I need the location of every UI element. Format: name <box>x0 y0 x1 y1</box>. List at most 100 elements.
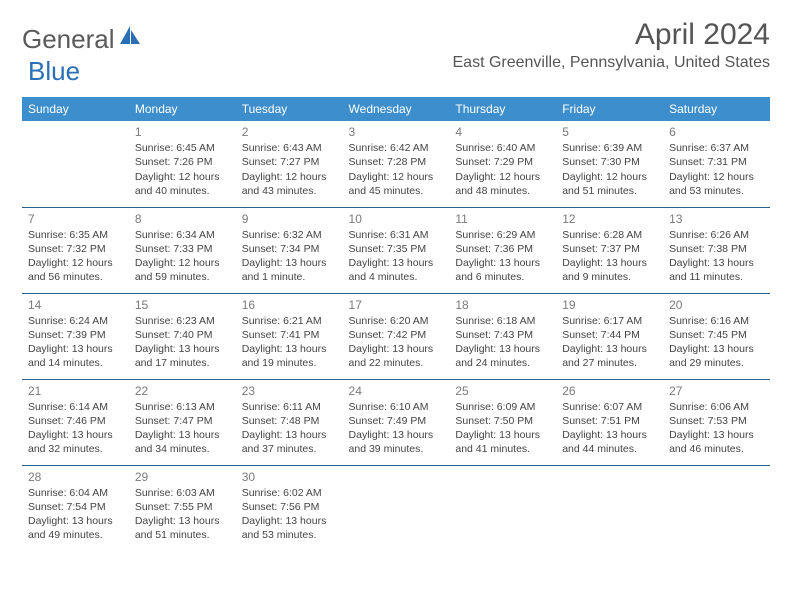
day-number: 9 <box>242 211 337 227</box>
calendar-day-cell: 27Sunrise: 6:06 AMSunset: 7:53 PMDayligh… <box>663 379 770 465</box>
daylight-line: Daylight: 13 hours and 37 minutes. <box>242 428 337 456</box>
day-number: 2 <box>242 124 337 140</box>
sunrise-line: Sunrise: 6:17 AM <box>562 314 657 328</box>
day-number: 8 <box>135 211 230 227</box>
sunrise-line: Sunrise: 6:39 AM <box>562 141 657 155</box>
calendar-day-cell: 22Sunrise: 6:13 AMSunset: 7:47 PMDayligh… <box>129 379 236 465</box>
day-number: 11 <box>455 211 550 227</box>
logo-sail-icon <box>118 24 142 51</box>
day-number: 5 <box>562 124 657 140</box>
calendar-day-cell: 26Sunrise: 6:07 AMSunset: 7:51 PMDayligh… <box>556 379 663 465</box>
day-header: Tuesday <box>236 97 343 121</box>
sunrise-line: Sunrise: 6:14 AM <box>28 400 123 414</box>
sunset-line: Sunset: 7:44 PM <box>562 328 657 342</box>
day-number: 6 <box>669 124 764 140</box>
sunset-line: Sunset: 7:31 PM <box>669 155 764 169</box>
day-number: 7 <box>28 211 123 227</box>
daylight-line: Daylight: 12 hours and 40 minutes. <box>135 170 230 198</box>
calendar-day-cell: 19Sunrise: 6:17 AMSunset: 7:44 PMDayligh… <box>556 293 663 379</box>
calendar-day-cell: 13Sunrise: 6:26 AMSunset: 7:38 PMDayligh… <box>663 207 770 293</box>
calendar-week-row: 1Sunrise: 6:45 AMSunset: 7:26 PMDaylight… <box>22 121 770 207</box>
sunrise-line: Sunrise: 6:03 AM <box>135 486 230 500</box>
sunset-line: Sunset: 7:47 PM <box>135 414 230 428</box>
day-number: 3 <box>349 124 444 140</box>
sunrise-line: Sunrise: 6:35 AM <box>28 228 123 242</box>
daylight-line: Daylight: 13 hours and 53 minutes. <box>242 514 337 542</box>
sunset-line: Sunset: 7:51 PM <box>562 414 657 428</box>
calendar-day-cell: 15Sunrise: 6:23 AMSunset: 7:40 PMDayligh… <box>129 293 236 379</box>
day-header: Friday <box>556 97 663 121</box>
logo-text-general: General <box>22 24 115 55</box>
day-number: 25 <box>455 383 550 399</box>
sunrise-line: Sunrise: 6:04 AM <box>28 486 123 500</box>
sunrise-line: Sunrise: 6:07 AM <box>562 400 657 414</box>
day-number: 30 <box>242 469 337 485</box>
daylight-line: Daylight: 13 hours and 17 minutes. <box>135 342 230 370</box>
calendar-day-cell: 30Sunrise: 6:02 AMSunset: 7:56 PMDayligh… <box>236 465 343 551</box>
sunset-line: Sunset: 7:42 PM <box>349 328 444 342</box>
sunset-line: Sunset: 7:46 PM <box>28 414 123 428</box>
calendar-day-cell: 3Sunrise: 6:42 AMSunset: 7:28 PMDaylight… <box>343 121 450 207</box>
calendar-day-cell: 14Sunrise: 6:24 AMSunset: 7:39 PMDayligh… <box>22 293 129 379</box>
day-number: 16 <box>242 297 337 313</box>
daylight-line: Daylight: 13 hours and 4 minutes. <box>349 256 444 284</box>
day-number: 1 <box>135 124 230 140</box>
sunrise-line: Sunrise: 6:20 AM <box>349 314 444 328</box>
calendar-day-cell <box>556 465 663 551</box>
day-number: 10 <box>349 211 444 227</box>
day-number: 12 <box>562 211 657 227</box>
month-title: April 2024 <box>453 18 771 52</box>
sunrise-line: Sunrise: 6:26 AM <box>669 228 764 242</box>
day-number: 20 <box>669 297 764 313</box>
daylight-line: Daylight: 12 hours and 45 minutes. <box>349 170 444 198</box>
sunrise-line: Sunrise: 6:13 AM <box>135 400 230 414</box>
sunrise-line: Sunrise: 6:42 AM <box>349 141 444 155</box>
sunrise-line: Sunrise: 6:06 AM <box>669 400 764 414</box>
sunset-line: Sunset: 7:34 PM <box>242 242 337 256</box>
calendar-day-cell: 6Sunrise: 6:37 AMSunset: 7:31 PMDaylight… <box>663 121 770 207</box>
calendar-day-cell: 17Sunrise: 6:20 AMSunset: 7:42 PMDayligh… <box>343 293 450 379</box>
sunrise-line: Sunrise: 6:34 AM <box>135 228 230 242</box>
sunset-line: Sunset: 7:29 PM <box>455 155 550 169</box>
daylight-line: Daylight: 13 hours and 44 minutes. <box>562 428 657 456</box>
daylight-line: Daylight: 12 hours and 48 minutes. <box>455 170 550 198</box>
day-number: 24 <box>349 383 444 399</box>
calendar-day-cell: 16Sunrise: 6:21 AMSunset: 7:41 PMDayligh… <box>236 293 343 379</box>
calendar-week-row: 21Sunrise: 6:14 AMSunset: 7:46 PMDayligh… <box>22 379 770 465</box>
sunrise-line: Sunrise: 6:23 AM <box>135 314 230 328</box>
daylight-line: Daylight: 12 hours and 53 minutes. <box>669 170 764 198</box>
daylight-line: Daylight: 13 hours and 6 minutes. <box>455 256 550 284</box>
sunset-line: Sunset: 7:40 PM <box>135 328 230 342</box>
daylight-line: Daylight: 13 hours and 27 minutes. <box>562 342 657 370</box>
day-number: 4 <box>455 124 550 140</box>
location-subtitle: East Greenville, Pennsylvania, United St… <box>453 54 771 72</box>
sunrise-line: Sunrise: 6:18 AM <box>455 314 550 328</box>
calendar-day-cell <box>449 465 556 551</box>
calendar-day-cell: 2Sunrise: 6:43 AMSunset: 7:27 PMDaylight… <box>236 121 343 207</box>
calendar-day-cell: 5Sunrise: 6:39 AMSunset: 7:30 PMDaylight… <box>556 121 663 207</box>
sunset-line: Sunset: 7:26 PM <box>135 155 230 169</box>
sunrise-line: Sunrise: 6:11 AM <box>242 400 337 414</box>
day-number: 26 <box>562 383 657 399</box>
daylight-line: Daylight: 13 hours and 51 minutes. <box>135 514 230 542</box>
calendar-day-cell: 18Sunrise: 6:18 AMSunset: 7:43 PMDayligh… <box>449 293 556 379</box>
day-number: 19 <box>562 297 657 313</box>
calendar-table: SundayMondayTuesdayWednesdayThursdayFrid… <box>22 97 770 551</box>
day-number: 15 <box>135 297 230 313</box>
sunset-line: Sunset: 7:38 PM <box>669 242 764 256</box>
sunrise-line: Sunrise: 6:24 AM <box>28 314 123 328</box>
calendar-day-cell: 12Sunrise: 6:28 AMSunset: 7:37 PMDayligh… <box>556 207 663 293</box>
sunset-line: Sunset: 7:49 PM <box>349 414 444 428</box>
daylight-line: Daylight: 13 hours and 19 minutes. <box>242 342 337 370</box>
sunrise-line: Sunrise: 6:02 AM <box>242 486 337 500</box>
sunset-line: Sunset: 7:53 PM <box>669 414 764 428</box>
day-number: 22 <box>135 383 230 399</box>
day-number: 29 <box>135 469 230 485</box>
day-number: 13 <box>669 211 764 227</box>
daylight-line: Daylight: 13 hours and 1 minute. <box>242 256 337 284</box>
sunset-line: Sunset: 7:54 PM <box>28 500 123 514</box>
calendar-day-cell: 1Sunrise: 6:45 AMSunset: 7:26 PMDaylight… <box>129 121 236 207</box>
sunset-line: Sunset: 7:39 PM <box>28 328 123 342</box>
daylight-line: Daylight: 13 hours and 32 minutes. <box>28 428 123 456</box>
calendar-day-cell <box>22 121 129 207</box>
